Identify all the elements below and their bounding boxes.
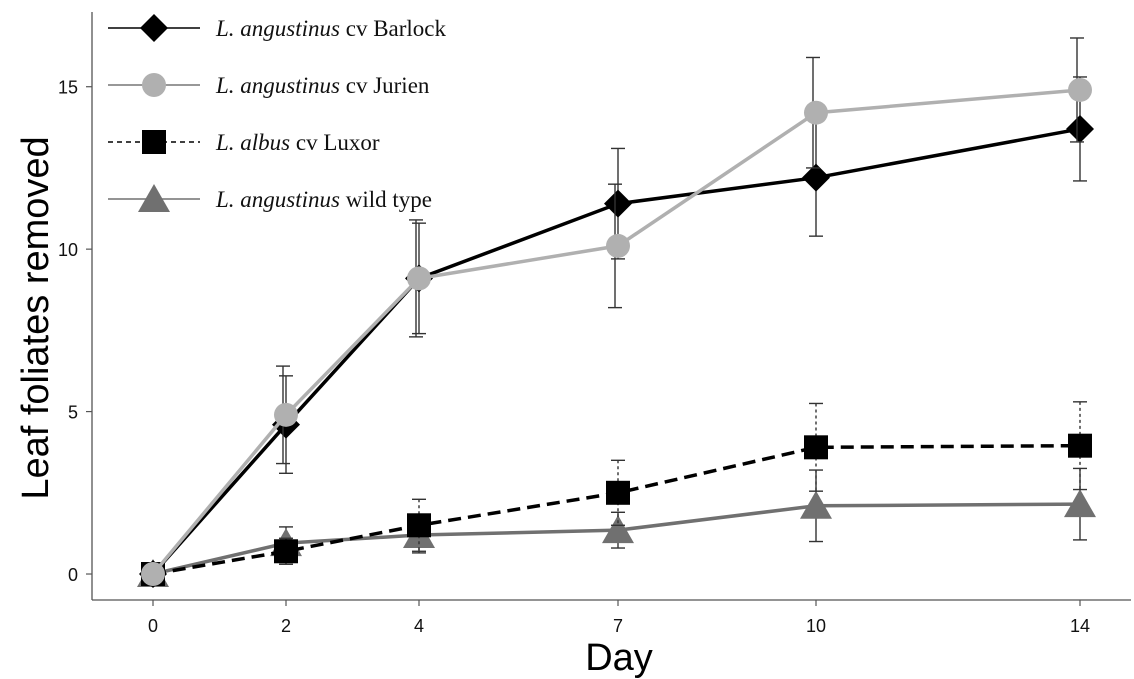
data-point [602, 515, 634, 544]
x-tick-label: 2 [281, 616, 291, 636]
data-point [606, 480, 630, 505]
y-axis-title: Leaf foliates removed [15, 136, 57, 499]
data-point [407, 513, 431, 538]
series-line [151, 127, 1081, 576]
data-point [407, 266, 431, 291]
legend-label: L. angustinus cv Jurien [215, 73, 430, 98]
data-point [606, 233, 630, 258]
legend-label-cultivar: cv Barlock [340, 16, 447, 41]
legend-label-cultivar: cv Jurien [340, 73, 430, 98]
series-line [152, 502, 1081, 576]
legend-item-3: L. angustinus wild type [108, 184, 432, 212]
legend-label-species: L. angustinus [215, 73, 340, 98]
x-tick-label: 10 [806, 616, 826, 636]
x-tick-label: 7 [613, 616, 623, 636]
legend-label-cultivar: wild type [340, 187, 432, 212]
legend-label: L. angustinus cv Barlock [215, 16, 447, 41]
legend-marker [138, 184, 170, 212]
data-point [1068, 77, 1092, 102]
series-line [152, 443, 1081, 576]
data-point [1068, 433, 1092, 458]
legend-label: L. angustinus wild type [215, 187, 432, 212]
data-point [804, 100, 828, 125]
legend-marker [142, 73, 166, 97]
legend-label-species: L. angustinus [215, 16, 340, 41]
x-tick-label: 0 [148, 616, 158, 636]
x-tick-label: 14 [1070, 616, 1090, 636]
data-point [604, 189, 632, 218]
legend-label: L. albus cv Luxor [215, 130, 380, 155]
legend-label-cultivar: cv Luxor [290, 130, 380, 155]
y-tick-label: 0 [68, 565, 78, 585]
legend-marker [142, 130, 166, 154]
data-point [1066, 114, 1094, 143]
series-line [151, 88, 1081, 576]
data-point [802, 163, 830, 192]
data-point [274, 539, 298, 564]
data-point [141, 562, 165, 587]
x-tick-label: 4 [414, 616, 424, 636]
series-layer [137, 37, 1096, 589]
series-1 [141, 37, 1092, 587]
data-point [800, 490, 832, 519]
data-point [274, 402, 298, 427]
x-axis-title: Day [585, 637, 653, 679]
legend-item-1: L. angustinus cv Jurien [108, 73, 430, 98]
y-tick-label: 10 [58, 240, 78, 260]
legend-marker [140, 14, 168, 42]
y-tick-label: 5 [68, 403, 78, 423]
data-point [804, 435, 828, 460]
y-tick-label: 15 [58, 78, 78, 98]
axis-ticks: 0 5 10 15 0 2 4 7 10 14 [58, 78, 1090, 636]
legend-label-species: L. albus [215, 130, 290, 155]
data-point [1064, 489, 1096, 518]
legend-item-2: L. albus cv Luxor [108, 130, 380, 155]
legend-label-species: L. angustinus [215, 187, 340, 212]
legend-item-0: L. angustinus cv Barlock [108, 14, 447, 42]
